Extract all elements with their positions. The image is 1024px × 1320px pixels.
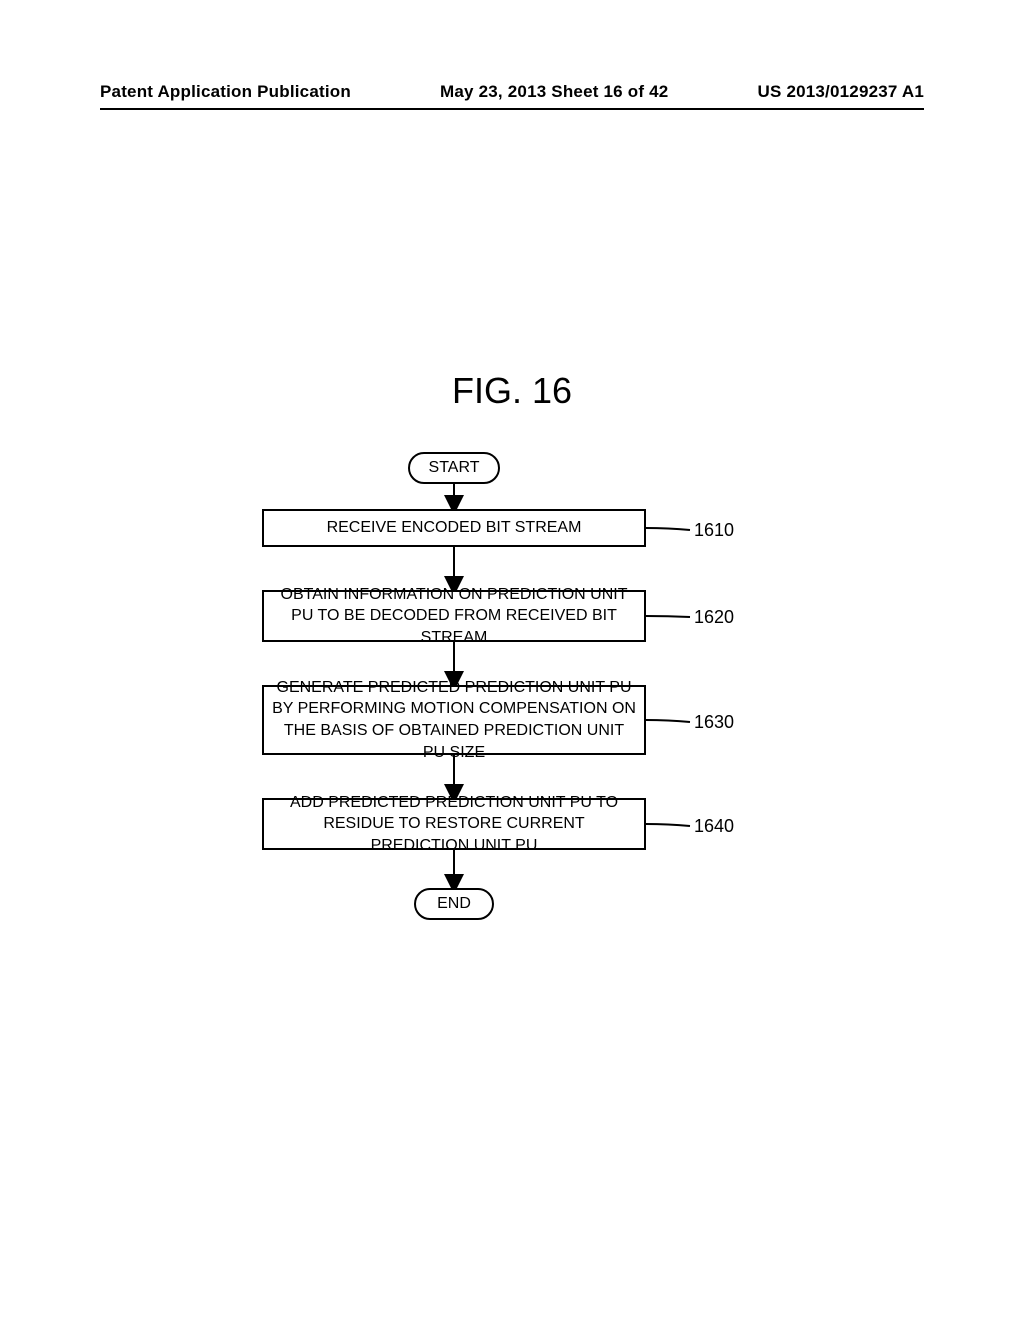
flow-arrows-svg	[0, 0, 1024, 1320]
flow-step-text: GENERATE PREDICTED PREDICTION UNIT PU BY…	[272, 677, 636, 763]
ref-label-1620: 1620	[694, 607, 734, 628]
flowchart-canvas: START END RECEIVE ENCODED BIT STREAM OBTA…	[0, 0, 1024, 1320]
terminator-end: END	[414, 888, 494, 920]
flow-step-1610: RECEIVE ENCODED BIT STREAM	[262, 509, 646, 547]
patent-page: Patent Application Publication May 23, 2…	[0, 0, 1024, 1320]
terminator-start-label: START	[429, 459, 480, 477]
ref-label-1610: 1610	[694, 520, 734, 541]
flow-step-text: ADD PREDICTED PREDICTION UNIT PU TO RESI…	[272, 792, 636, 857]
ref-label-1630: 1630	[694, 712, 734, 733]
ref-label-1640: 1640	[694, 816, 734, 837]
flow-step-text: RECEIVE ENCODED BIT STREAM	[327, 517, 582, 539]
terminator-start: START	[408, 452, 500, 484]
flow-step-1640: ADD PREDICTED PREDICTION UNIT PU TO RESI…	[262, 798, 646, 850]
terminator-end-label: END	[437, 895, 471, 913]
flow-step-1630: GENERATE PREDICTED PREDICTION UNIT PU BY…	[262, 685, 646, 755]
flow-step-1620: OBTAIN INFORMATION ON PREDICTION UNIT PU…	[262, 590, 646, 642]
flow-step-text: OBTAIN INFORMATION ON PREDICTION UNIT PU…	[272, 584, 636, 649]
